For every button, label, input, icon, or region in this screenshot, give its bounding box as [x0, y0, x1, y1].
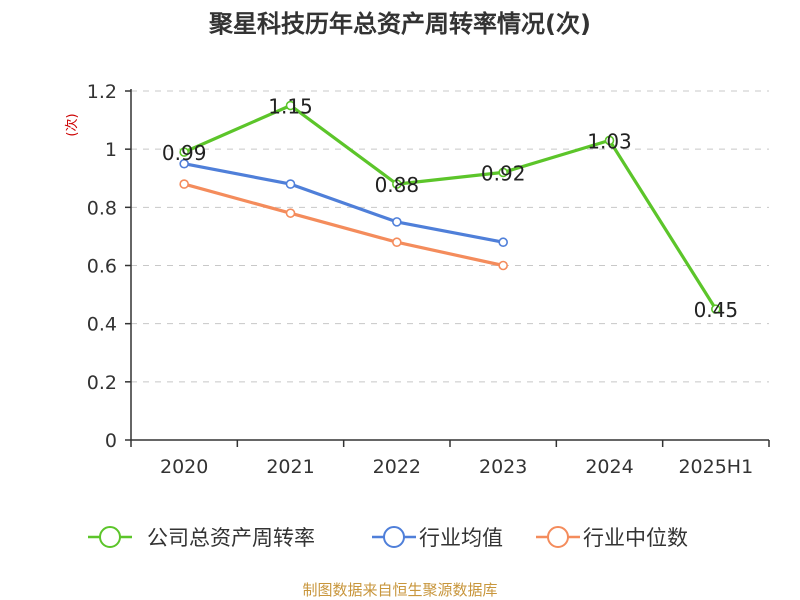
x-tick-label: 2025H1	[678, 456, 753, 478]
data-point	[498, 237, 508, 248]
x-tick-label: 2021	[266, 456, 314, 478]
legend[interactable]: 公司总资产周转率 行业均值 行业中位数	[88, 526, 688, 550]
data-point	[179, 179, 189, 189]
series-line-1	[183, 162, 504, 244]
y-tick-label: 0.8	[87, 197, 117, 219]
data-point	[498, 260, 508, 271]
data-point	[179, 158, 189, 169]
legend-marker	[99, 526, 121, 548]
x-tick-label: 2023	[479, 456, 527, 478]
legend-marker	[547, 526, 569, 548]
data-point	[285, 100, 296, 111]
data-point	[498, 167, 508, 178]
data-point	[392, 179, 402, 189]
y-tick-label: 0.4	[87, 314, 117, 336]
gridlines	[131, 90, 769, 383]
series-line-2	[183, 182, 504, 268]
data-label: 0.92	[481, 161, 526, 185]
y-tick-label: 0.6	[87, 256, 117, 278]
data-label: 1.15	[268, 95, 313, 119]
axes: 0 0.2 0.4 0.6 0.8 1 1.2 2020 2021 2022 2023 2024 202…	[87, 81, 770, 478]
data-label: 0.45	[694, 298, 739, 322]
series-layer	[179, 100, 721, 314]
legend-label: 行业均值	[419, 526, 503, 550]
y-axis-label: (次)	[64, 113, 80, 136]
data-point	[285, 208, 296, 218]
data-point	[285, 179, 296, 189]
x-tick-label: 2020	[160, 456, 208, 478]
data-label: 0.99	[162, 141, 207, 165]
y-tick-label: 0	[105, 430, 117, 452]
legend-item-0[interactable]: 公司总资产周转率	[88, 526, 315, 550]
legend-item-1[interactable]: 行业均值	[372, 526, 503, 550]
data-point	[179, 147, 189, 157]
legend-marker	[383, 526, 405, 548]
y-tick-label: 1.2	[87, 81, 117, 103]
data-label: 0.88	[375, 173, 420, 197]
data-point	[392, 217, 402, 227]
series-line-0	[183, 103, 718, 310]
legend-label: 公司总资产周转率	[147, 526, 315, 550]
x-tick-label: 2022	[373, 456, 421, 478]
y-tick-label: 1	[105, 139, 117, 161]
data-labels: 0.99 1.15 0.88 0.92 1.03 0.45	[162, 95, 738, 323]
legend-item-2[interactable]: 行业中位数	[536, 526, 688, 550]
chart-title: 聚星科技历年总资产周转率情况(次)	[208, 10, 591, 38]
y-tick-label: 0.2	[87, 372, 117, 394]
data-point	[392, 237, 402, 248]
data-point	[604, 135, 615, 146]
source-note: 制图数据来自恒生聚源数据库	[302, 581, 497, 599]
x-tick-label: 2024	[585, 456, 633, 478]
legend-label: 行业中位数	[583, 526, 688, 550]
data-label: 1.03	[587, 129, 632, 153]
data-point	[711, 304, 721, 314]
